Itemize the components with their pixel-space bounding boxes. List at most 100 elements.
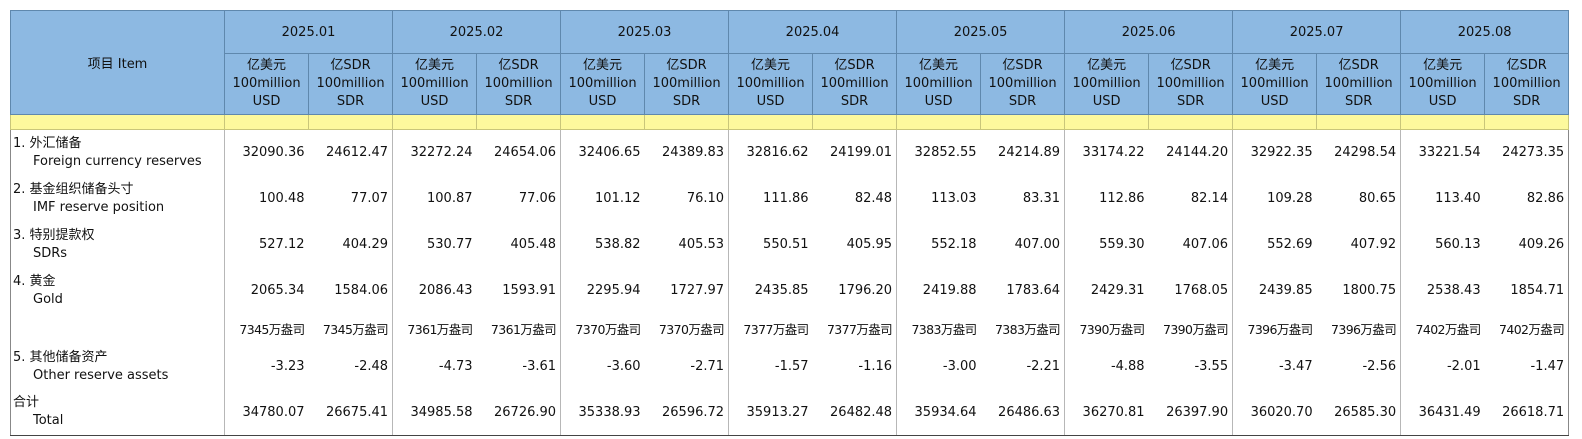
value-cell: 7370万盎司 [658, 322, 725, 337]
value-cell: -4.73 [392, 343, 477, 390]
row-label-zh: 1. 外汇储备 [13, 135, 82, 151]
row-label-zh: 5. 其他储备资产 [13, 349, 108, 365]
table-row: 3. 特别提款权 SDRs 527.12 404.29 530.77 405.48 538.… [10, 221, 1570, 268]
value-cell: 2419.88 [896, 267, 981, 314]
value-cell: 7361万盎司 [392, 313, 477, 344]
unit-usd-header: 亿美元 100million USD [392, 53, 478, 115]
row-label: 2. 基金组织储备头寸 IMF reserve position [10, 175, 225, 222]
separator-cell [560, 114, 646, 130]
row-label-zh: 2. 基金组织储备头寸 [13, 181, 134, 197]
period-header: 2025.01 [223, 10, 394, 54]
value-cell: 538.82 [560, 221, 645, 268]
value-cell: 35338.93 [560, 389, 645, 436]
value-cell: 26596.72 [644, 389, 729, 436]
value-cell: 7361万盎司 [490, 322, 557, 337]
row-label-zh: 4. 黄金 [13, 273, 56, 289]
unit-sdr-header: 亿SDR 100million SDR [476, 53, 562, 115]
unit-usd-header: 亿美元 100million USD [560, 53, 646, 115]
row-label-zh: 合计 [13, 395, 40, 411]
value-cell: 32922.35 [1232, 129, 1317, 176]
value-cell: 24612.47 [325, 145, 389, 161]
value-cell: -2.71 [690, 359, 725, 374]
separator-cell [812, 114, 898, 130]
separator-cell [1064, 114, 1150, 130]
value-cell: 100.87 [392, 175, 477, 222]
value-cell: 26486.63 [980, 389, 1065, 436]
value-cell: 552.69 [1232, 221, 1317, 268]
period-header: 2025.08 [1400, 10, 1570, 54]
unit-usd-header: 亿美元 100million USD [728, 53, 814, 115]
value-cell: -3.61 [522, 359, 557, 374]
value-cell: 7370万盎司 [560, 313, 645, 344]
value-cell: 24273.35 [1484, 129, 1570, 176]
value-cell: 2435.85 [728, 267, 813, 314]
value-cell: 112.86 [1064, 175, 1149, 222]
period-header: 2025.07 [1232, 10, 1402, 54]
value-cell: 26675.41 [308, 389, 393, 436]
separator-cell [392, 114, 478, 130]
value-cell: 24389.83 [662, 145, 725, 161]
separator-cell [1148, 114, 1234, 130]
unit-sdr-header: 亿SDR 100million SDR [1316, 53, 1402, 115]
unit-sdr-header: 亿SDR 100million SDR [1148, 53, 1234, 115]
value-cell: 1727.97 [670, 283, 725, 298]
value-cell: 7377万盎司 [826, 322, 893, 337]
value-cell: 113.03 [896, 175, 981, 222]
row-label: 4. 黄金 Gold [10, 267, 225, 314]
value-cell: 527.12 [224, 221, 309, 268]
value-cell: 32406.65 [560, 129, 645, 176]
value-cell: 32272.24 [392, 129, 477, 176]
separator-cell [1316, 114, 1402, 130]
row-label: 5. 其他储备资产 Other reserve assets [10, 343, 225, 390]
value-cell: 24199.01 [830, 145, 893, 161]
table-row: 7345万盎司 7345万盎司 7361万盎司 7361万盎司 7370万盎司 7370万… [10, 313, 1570, 344]
value-cell: 7396万盎司 [1232, 313, 1317, 344]
table-row: 1. 外汇储备 Foreign currency reserves 32090.36… [10, 129, 1570, 176]
value-cell: 83.31 [1022, 191, 1061, 206]
separator-cell [896, 114, 982, 130]
value-cell: 26585.30 [1316, 389, 1401, 436]
separator-cell [728, 114, 814, 130]
separator-row [10, 114, 1570, 130]
value-cell: 1796.20 [838, 283, 893, 298]
unit-sdr-header: 亿SDR 100million SDR [980, 53, 1066, 115]
value-cell: 36431.49 [1400, 389, 1485, 436]
unit-usd-header: 亿美元 100million USD [896, 53, 982, 115]
unit-sdr-header: 亿SDR 100million SDR [307, 53, 394, 115]
separator-cell [644, 114, 730, 130]
period-header: 2025.05 [896, 10, 1066, 54]
unit-sdr-header: 亿SDR 100million SDR [1484, 53, 1570, 115]
header-period-row: 项目 Item 2025.01 2025.02 2025.03 2025.04 2025.… [10, 10, 1570, 115]
value-cell: 7390万盎司 [1064, 313, 1149, 344]
value-cell: 2439.85 [1232, 267, 1317, 314]
separator-cell [1484, 114, 1570, 130]
value-cell: 32852.55 [896, 129, 981, 176]
period-header: 2025.04 [728, 10, 898, 54]
separator-cell [307, 114, 394, 130]
value-cell: 26726.90 [476, 389, 561, 436]
value-cell: 82.86 [1484, 175, 1570, 222]
value-cell: 77.06 [518, 191, 557, 206]
value-cell: 2065.34 [224, 267, 309, 314]
value-cell: 7396万盎司 [1330, 322, 1397, 337]
value-cell: 26397.90 [1148, 389, 1233, 436]
value-cell: 34780.07 [224, 389, 309, 436]
value-cell: 80.65 [1358, 191, 1397, 206]
value-cell: 407.00 [1014, 237, 1061, 252]
value-cell: 26618.71 [1484, 389, 1570, 436]
value-cell: 409.26 [1484, 221, 1570, 268]
value-cell: 26482.48 [812, 389, 897, 436]
value-cell: -2.21 [1026, 359, 1061, 374]
separator-cell [476, 114, 562, 130]
value-cell: 552.18 [896, 221, 981, 268]
row-label-en: SDRs [33, 245, 68, 261]
value-cell: 82.14 [1190, 191, 1229, 206]
reserve-table: 项目 Item 2025.01 2025.02 2025.03 2025.04 2025.… [10, 10, 1570, 436]
value-cell: 7383万盎司 [994, 322, 1061, 337]
row-label-en: Total [33, 413, 64, 429]
unit-sdr-header: 亿SDR 100million SDR [644, 53, 730, 115]
value-cell: 76.10 [686, 191, 725, 206]
value-cell: 111.86 [728, 175, 813, 222]
value-cell: 7390万盎司 [1162, 322, 1229, 337]
header-unit-row: 亿美元 100million USD 亿SDR 100million SDR 亿美元… [11, 53, 1570, 115]
